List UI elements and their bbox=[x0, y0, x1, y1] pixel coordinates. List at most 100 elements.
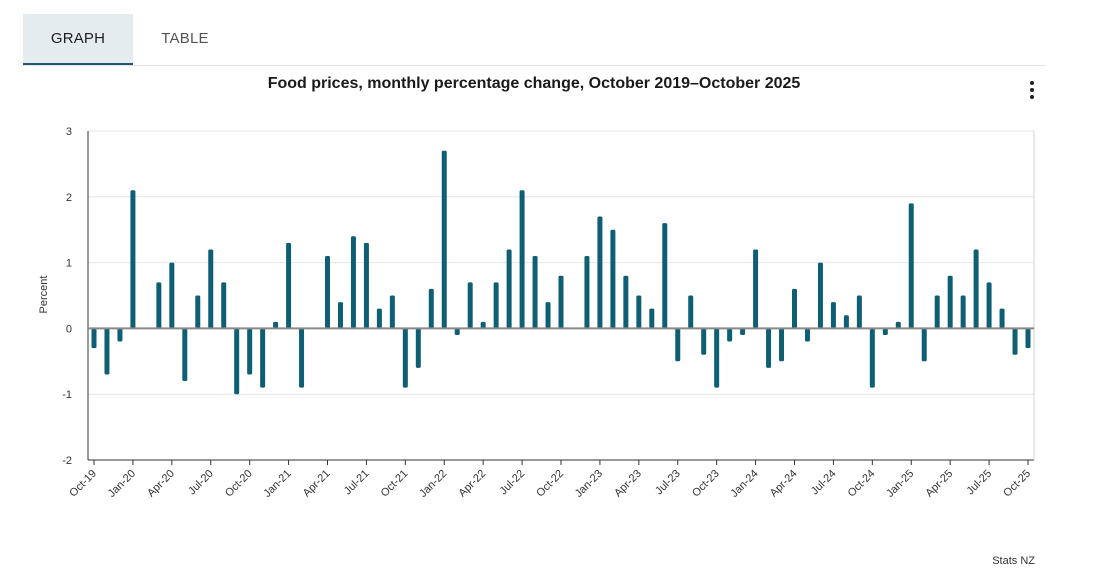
tab-table[interactable]: TABLE bbox=[161, 30, 209, 47]
x-tick-label: Apr-25 bbox=[923, 468, 955, 500]
bar bbox=[740, 328, 746, 335]
bar bbox=[960, 295, 966, 329]
x-tick-label: Jul-23 bbox=[653, 468, 683, 498]
bar bbox=[779, 328, 785, 362]
bar bbox=[1025, 328, 1031, 349]
x-tick-label: Oct-24 bbox=[846, 468, 878, 500]
bar bbox=[156, 282, 162, 329]
x-tick-label: Apr-24 bbox=[768, 468, 800, 500]
y-tick-label: -2 bbox=[62, 455, 72, 467]
bar bbox=[584, 256, 590, 329]
bar bbox=[299, 328, 305, 388]
bar bbox=[337, 302, 343, 329]
bar bbox=[104, 328, 110, 375]
source-label: Stats NZ bbox=[992, 555, 1035, 567]
bar bbox=[895, 321, 901, 329]
bar bbox=[325, 256, 330, 329]
bar bbox=[480, 321, 486, 329]
bar bbox=[636, 295, 642, 329]
bar bbox=[532, 256, 538, 329]
bar bbox=[792, 288, 797, 329]
x-tick-label: Oct-25 bbox=[1001, 468, 1033, 500]
x-tick-label: Apr-21 bbox=[301, 468, 333, 500]
bar bbox=[597, 216, 603, 329]
bar bbox=[441, 150, 447, 329]
bar bbox=[908, 203, 914, 329]
tab-graph[interactable]: GRAPH bbox=[23, 14, 133, 65]
bar bbox=[558, 275, 564, 329]
bar bbox=[934, 295, 940, 329]
view-tabs: GRAPH TABLE bbox=[23, 14, 1046, 66]
bar bbox=[376, 308, 382, 329]
bar bbox=[817, 262, 823, 329]
bar bbox=[286, 242, 292, 329]
y-tick-label: 0 bbox=[66, 323, 72, 335]
y-tick-label: 1 bbox=[66, 258, 72, 270]
bar bbox=[247, 328, 253, 375]
x-tick-label: Jul-21 bbox=[342, 468, 372, 498]
bar bbox=[753, 249, 759, 329]
bar bbox=[454, 328, 460, 335]
x-tick-label: Apr-22 bbox=[456, 468, 488, 500]
x-tick-label: Jan-25 bbox=[884, 468, 916, 500]
bar bbox=[208, 249, 214, 329]
bar bbox=[221, 282, 227, 329]
bar bbox=[428, 288, 434, 329]
x-tick-label: Oct-20 bbox=[223, 468, 255, 500]
bar bbox=[493, 282, 499, 329]
bar bbox=[869, 328, 875, 388]
y-tick-label: 3 bbox=[66, 126, 72, 138]
bar bbox=[804, 328, 810, 342]
bar bbox=[973, 249, 979, 329]
bar bbox=[701, 328, 707, 355]
bar bbox=[519, 190, 525, 329]
bar bbox=[1012, 328, 1018, 355]
bar bbox=[662, 223, 668, 329]
bar bbox=[675, 328, 681, 362]
bar bbox=[350, 236, 356, 329]
bar bbox=[610, 229, 616, 329]
chart-title: Food prices, monthly percentage change, … bbox=[267, 75, 801, 92]
y-tick-label: -1 bbox=[62, 389, 72, 401]
x-tick-label: Jul-20 bbox=[186, 468, 216, 498]
bar bbox=[117, 328, 123, 342]
bar bbox=[882, 328, 888, 335]
bar bbox=[727, 328, 733, 342]
bar bbox=[506, 249, 512, 329]
bar bbox=[688, 295, 694, 329]
bar bbox=[766, 328, 772, 368]
bar bbox=[947, 275, 953, 329]
more-vertical-icon[interactable] bbox=[1022, 78, 1042, 102]
bar bbox=[545, 302, 551, 329]
x-tick-label: Oct-19 bbox=[67, 468, 99, 500]
x-tick-label: Jul-25 bbox=[965, 468, 995, 498]
x-tick-label: Oct-21 bbox=[379, 468, 411, 500]
bar bbox=[182, 328, 188, 382]
bar bbox=[91, 328, 97, 349]
x-tick-label: Oct-22 bbox=[534, 468, 566, 500]
bar bbox=[714, 328, 720, 388]
bar bbox=[169, 262, 175, 329]
bar bbox=[830, 302, 836, 329]
x-tick-label: Jul-22 bbox=[498, 468, 528, 498]
y-tick-label: 2 bbox=[66, 192, 72, 204]
bar bbox=[234, 328, 240, 395]
bar bbox=[649, 308, 655, 329]
bar bbox=[856, 295, 862, 329]
bar bbox=[623, 275, 629, 329]
bar bbox=[999, 308, 1005, 329]
x-tick-label: Jan-21 bbox=[261, 468, 293, 500]
bar bbox=[260, 328, 266, 388]
x-tick-label: Oct-23 bbox=[690, 468, 722, 500]
bar bbox=[363, 242, 369, 329]
x-tick-label: Jan-23 bbox=[573, 468, 605, 500]
x-tick-label: Jan-22 bbox=[417, 468, 449, 500]
bar bbox=[130, 190, 136, 329]
bar bbox=[389, 295, 395, 329]
bar bbox=[467, 282, 473, 329]
x-tick-label: Apr-23 bbox=[612, 468, 644, 500]
x-tick-label: Jan-20 bbox=[106, 468, 138, 500]
bar bbox=[843, 315, 849, 329]
bar bbox=[986, 282, 992, 329]
